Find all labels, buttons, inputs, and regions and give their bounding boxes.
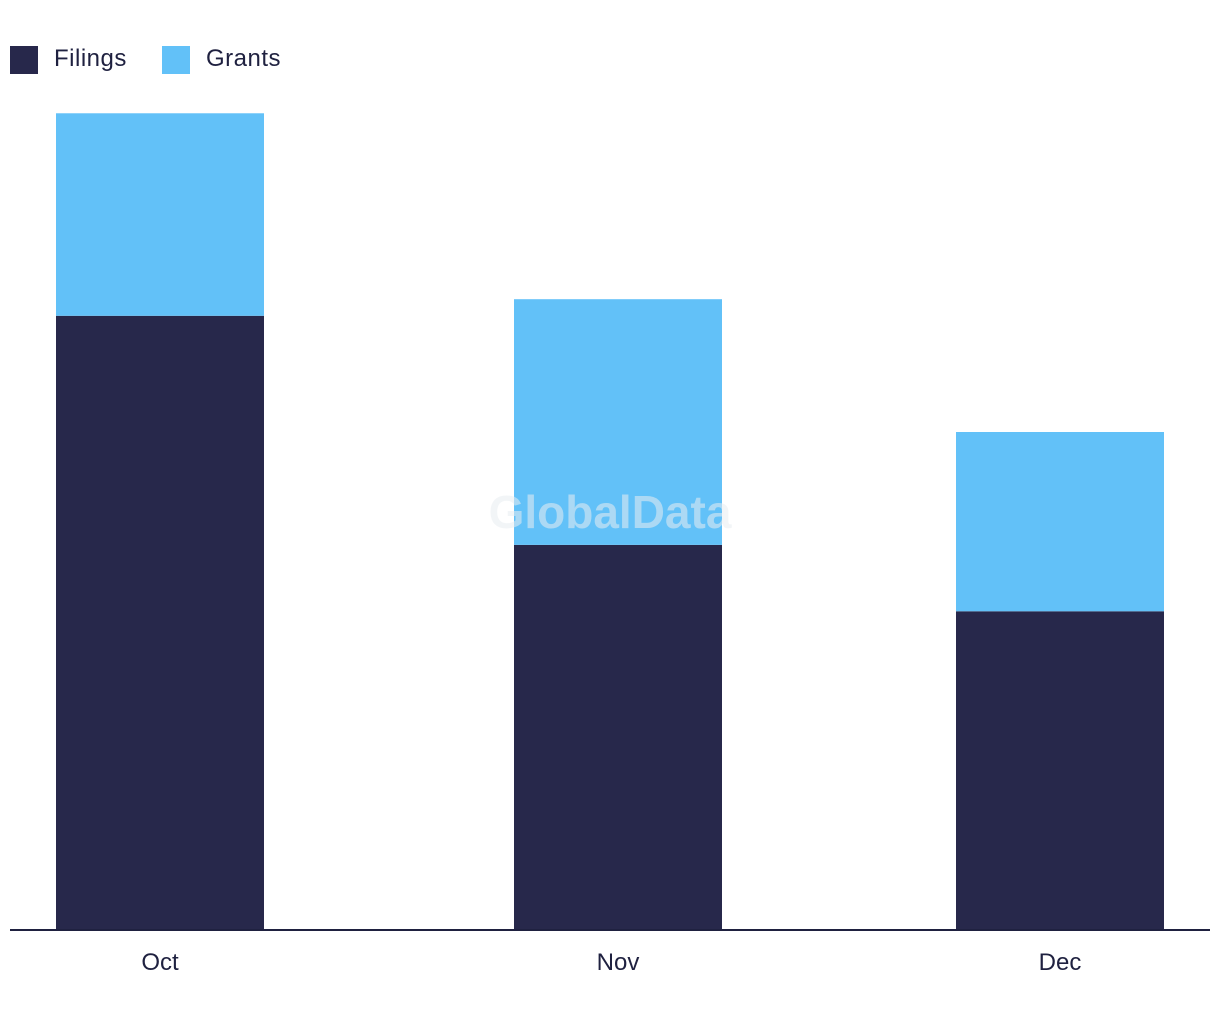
x-axis-ticks: Oct Nov Dec [141, 949, 1081, 976]
bar-filings-dec [956, 611, 1164, 930]
bar-filings-oct [56, 315, 264, 930]
bar-grants-dec [956, 432, 1164, 612]
bar-filings-nov [514, 544, 722, 930]
bar-grants-oct [56, 113, 264, 316]
legend-label-filings: Filings [54, 45, 127, 72]
x-tick-label-dec: Dec [1039, 949, 1082, 976]
legend-swatch-filings [10, 46, 38, 74]
legend-label-grants: Grants [206, 45, 281, 72]
legend-swatch-grants [162, 46, 190, 74]
bar-grants-nov [514, 299, 722, 545]
x-tick-label-oct: Oct [141, 949, 179, 976]
legend: Filings Grants [10, 45, 281, 74]
x-tick-label-nov: Nov [597, 949, 640, 976]
watermark-logo: GlobalData [489, 486, 732, 538]
bars-group [56, 113, 1164, 930]
